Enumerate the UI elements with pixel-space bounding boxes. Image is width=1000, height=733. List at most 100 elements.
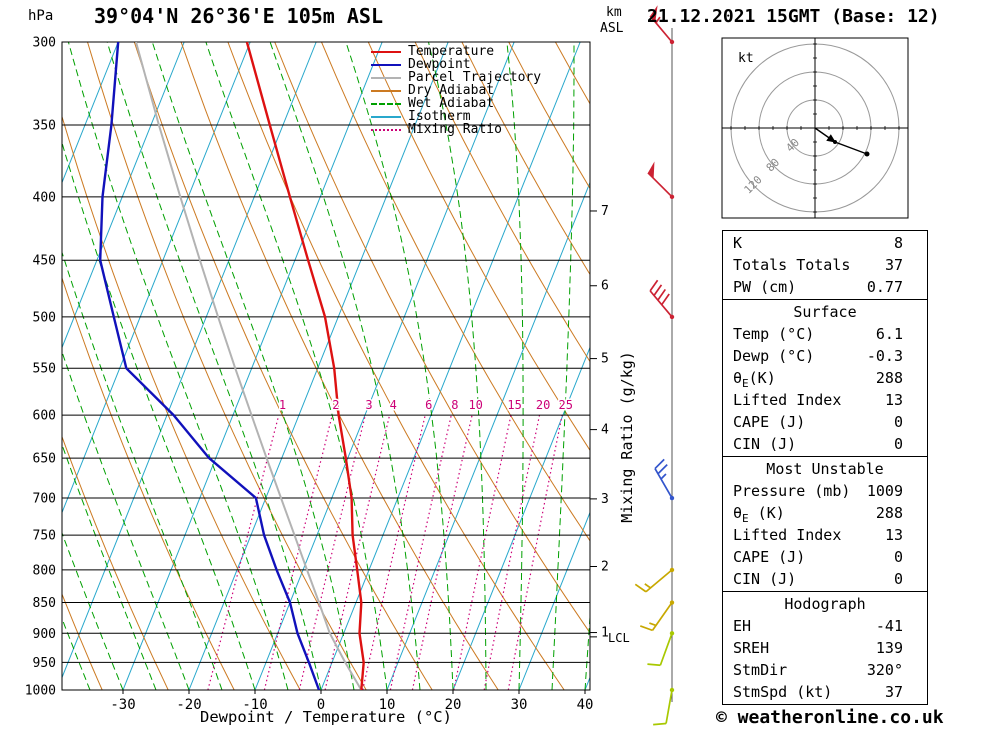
wet-adiabat-line: [62, 617, 91, 690]
pressure-tick-label: 450: [33, 254, 56, 269]
info-panel: Surface Temp (°C) 6.1 Dewp (°C) -0.3 θE(K) 288…: [722, 299, 928, 457]
legend-swatch: [371, 102, 401, 105]
pressure-axis-unit: hPa: [28, 8, 54, 24]
row-value: -0.3: [866, 347, 903, 365]
legend-item: Dewpoint: [371, 58, 541, 71]
dry-adiabat-line: [321, 42, 590, 542]
legend-swatch: [371, 76, 401, 79]
isotherm-line: [62, 42, 251, 514]
panel-row: CIN (J) 0: [723, 433, 927, 455]
wind-barb: [634, 567, 675, 593]
pressure-tick-label: 650: [33, 452, 56, 467]
parcel-trajectory-curve: [135, 42, 363, 690]
dry-adiabat-line: [87, 42, 367, 690]
wet-adiabat-line: [62, 531, 124, 690]
legend-item: Wet Adiabat: [371, 97, 541, 110]
row-label: CIN (J): [733, 570, 797, 588]
wet-adiabat-line: [0, 42, 24, 690]
temp-tick-label: 10: [379, 697, 396, 713]
mixing-ratio-label: 25: [559, 398, 573, 412]
isotherm-line: [62, 42, 317, 679]
temp-tick-label: 0: [317, 697, 325, 713]
row-value: 139: [875, 639, 903, 657]
temp-tick-label: 20: [445, 697, 462, 713]
panel-row: StmSpd (kt) 37: [723, 681, 927, 703]
pressure-tick-label: 950: [33, 656, 56, 671]
panel-row: EH -41: [723, 615, 927, 637]
mixing-ratio-labels: 1 2 3 4 6 8 10 15 20 25: [277, 397, 574, 414]
legend-swatch: [371, 115, 401, 118]
panel-row: SREH 139: [723, 637, 927, 659]
row-value: 13: [884, 391, 903, 409]
row-label: EH: [733, 617, 752, 635]
x-axis-title: Dewpoint / Temperature (°C): [200, 708, 452, 726]
wind-barb: [639, 600, 675, 632]
panel-title: Hodograph: [784, 595, 866, 613]
row-label: K: [733, 234, 743, 252]
legend-label: Parcel Trajectory: [408, 70, 542, 85]
hodograph-unit-label: kt: [738, 51, 754, 66]
isotherm-line: [518, 511, 590, 690]
panel-row: Dewp (°C) -0.3: [723, 345, 927, 367]
km-tick-label: 7: [601, 204, 609, 219]
wet-adiabat-line: [62, 443, 157, 690]
isotherm-line: [320, 42, 581, 690]
mixing-ratio-label: 4: [390, 398, 397, 412]
copyright: © weatheronline.co.uk: [716, 707, 944, 728]
pressure-tick-label: 350: [33, 118, 56, 133]
pressure-tick-label: 700: [33, 492, 56, 507]
info-panel: K 8 Totals Totals 37 PW (cm) 0.77: [722, 230, 928, 300]
km-tick-label: 3: [601, 492, 609, 507]
panel-row: θE (K) 288: [723, 502, 927, 525]
pressure-tick-label: 850: [33, 596, 56, 611]
wind-barb: [649, 5, 675, 45]
mixing-ratio-label: 6: [425, 398, 432, 412]
row-value: 13: [884, 526, 903, 544]
pressure-tick-label: 550: [33, 362, 56, 377]
datetime-header: 21.12.2021 15GMT (Base: 12): [647, 6, 940, 27]
panel-row: Pressure (mb) 1009: [723, 480, 927, 502]
dry-adiabat-line: [274, 42, 590, 634]
mixing-ratio-label: 1: [279, 398, 286, 412]
mixing-ratio-label: 8: [451, 398, 458, 412]
wet-adiabat-line: [106, 42, 322, 690]
row-label: Totals Totals: [733, 256, 851, 274]
row-label: Lifted Index: [733, 526, 842, 544]
dry-adiabat-line: [133, 42, 433, 690]
panel-row: CIN (J) 0: [723, 568, 927, 590]
station-title: 39°04'N 26°36'E 105m ASL: [94, 4, 383, 28]
pressure-tick-label: 750: [33, 529, 56, 544]
legend-label: Dewpoint: [408, 57, 471, 72]
row-value: -41: [875, 617, 903, 635]
legend-swatch: [371, 89, 401, 92]
temp-tick-label: 30: [511, 697, 528, 713]
row-value: 320°: [866, 661, 903, 679]
info-panel: Most Unstable Pressure (mb) 1009 θE (K) 288 L…: [722, 456, 928, 592]
legend-label: Dry Adiabat: [408, 83, 495, 98]
temp-tick-label: -30: [110, 697, 135, 713]
legend-item: Dry Adiabat: [371, 84, 541, 97]
panel-title: Surface: [793, 303, 857, 321]
km-tick-label: 2: [601, 560, 609, 575]
panel-row: Temp (°C) 6.1: [723, 323, 927, 345]
row-label: θE (K): [733, 504, 785, 525]
wind-barb: [653, 687, 675, 726]
panel-row: CAPE (J) 0: [723, 546, 927, 568]
isotherm-line: [122, 42, 383, 690]
pressure-tick-label: 900: [33, 627, 56, 642]
wind-barb: [647, 631, 675, 667]
dry-adiabat-line: [62, 592, 103, 690]
row-label: Pressure (mb): [733, 482, 851, 500]
row-value: 288: [875, 369, 903, 387]
row-label: CIN (J): [733, 435, 797, 453]
dry-adiabat-line: [367, 42, 590, 452]
km-tick-label: 1: [601, 626, 609, 641]
row-value: 1009: [866, 482, 903, 500]
row-value: 0: [893, 435, 903, 453]
row-label: Lifted Index: [733, 391, 842, 409]
mixing-ratio-line: [362, 414, 426, 690]
row-label: StmSpd (kt): [733, 683, 833, 701]
legend-item: Isotherm: [371, 110, 541, 123]
